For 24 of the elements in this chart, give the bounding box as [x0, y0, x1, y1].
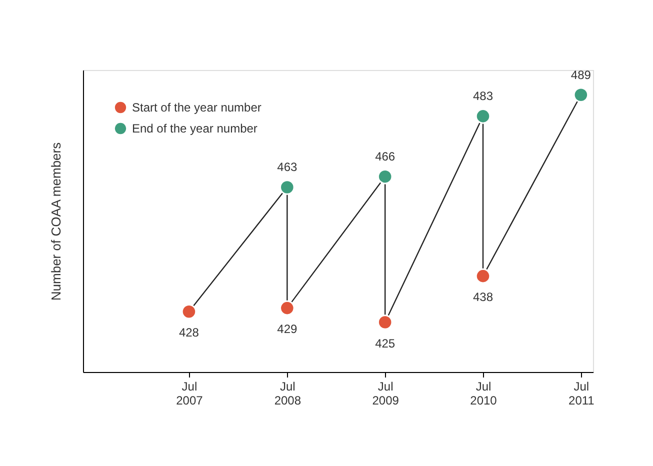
x-tick-label: Jul 2007 [176, 380, 204, 408]
point [280, 300, 295, 316]
data-label: 489 [570, 68, 592, 82]
data-label: 429 [277, 322, 298, 336]
data-label: 438 [472, 290, 494, 304]
x-tick-label: Jul 2011 [568, 380, 595, 408]
data-label: 483 [472, 89, 494, 104]
data-label: 466 [375, 150, 396, 164]
point [475, 268, 491, 284]
x-tick-label: Jul 2008 [274, 380, 302, 408]
point [377, 314, 393, 330]
point [377, 168, 393, 184]
data-label: 428 [178, 326, 200, 340]
x-tick-label: Jul 2009 [372, 380, 400, 408]
data-label: 463 [277, 160, 298, 174]
x-tick-label: Jul 2010 [470, 380, 498, 408]
point [280, 180, 295, 195]
point [475, 108, 491, 124]
point [573, 87, 589, 102]
legend-label: End of the year number [132, 122, 258, 136]
y-axis-title: Number of COAA members [48, 142, 64, 301]
point [181, 304, 197, 320]
legend-label: Start of the year number [132, 100, 262, 114]
data-label: 425 [375, 336, 396, 350]
